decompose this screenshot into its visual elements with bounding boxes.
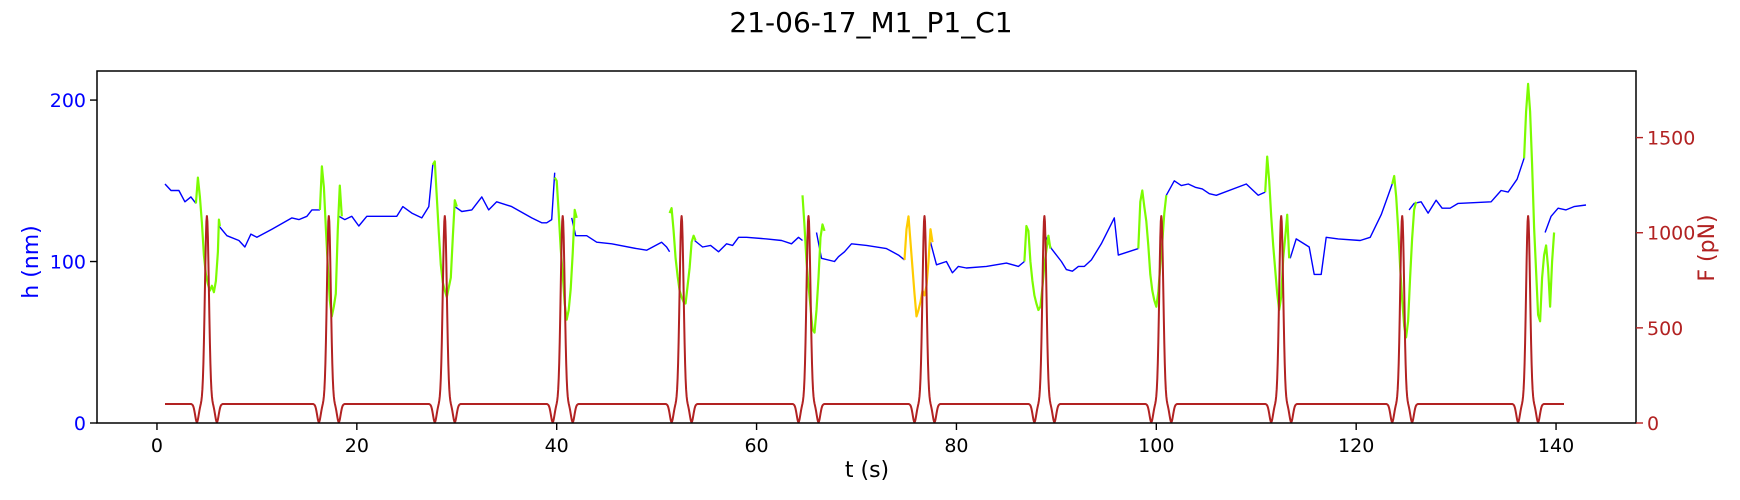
- height-baseline-segment-5: [571, 217, 671, 253]
- height-pulse-highlight-segment-1: [903, 215, 934, 318]
- height-baseline-segment-1: [164, 183, 197, 204]
- x-tick-label: 120: [1338, 435, 1374, 457]
- force-peak-point-2: [328, 215, 330, 217]
- y-axis-label-left: h (nm): [19, 225, 44, 298]
- height-baseline-segment-11: [1289, 183, 1393, 276]
- force-peak-point-10: [1280, 215, 1282, 217]
- height-pulse-segment-9: [1264, 155, 1291, 312]
- height-baseline-segment-8: [929, 242, 1025, 274]
- x-tick-label: 100: [1138, 435, 1174, 457]
- height-baseline-segment-10: [1165, 180, 1266, 197]
- x-axis: 0 20 40 60 80 100 120 140: [151, 423, 1574, 457]
- y-axis-left: 0 100 200: [50, 90, 97, 435]
- force-peak-point-3: [444, 215, 446, 217]
- x-tick-label: 80: [944, 435, 968, 457]
- y-left-tick-label: 100: [50, 252, 86, 274]
- y-right-tick-label: 1000: [1647, 223, 1695, 245]
- y-axis-right: 0 500 1000 1500: [1636, 128, 1695, 435]
- height-pulse-segment-3: [431, 160, 458, 299]
- force-peak-point-5: [681, 215, 683, 217]
- height-baseline-segment-4: [454, 172, 556, 224]
- force-series-line: [165, 215, 1564, 423]
- y-right-tick-label: 500: [1647, 318, 1683, 340]
- x-tick-label: 140: [1538, 435, 1574, 457]
- height-baseline-segment-13: [1544, 204, 1587, 233]
- chart-title: 21-06-17_M1_P1_C1: [729, 6, 1012, 39]
- force-peak-point-4: [562, 215, 564, 217]
- force-peak-point-7: [923, 215, 926, 217]
- force-peak-point-1: [206, 215, 208, 217]
- height-baseline-segment-12: [1408, 157, 1525, 214]
- force-peak-point-11: [1401, 215, 1403, 217]
- x-tick-label: 60: [744, 435, 768, 457]
- force-peak-point-6: [807, 215, 810, 217]
- plot-frame: [96, 70, 1637, 424]
- x-tick-label: 0: [151, 435, 163, 457]
- height-pulse-segment-5: [668, 207, 697, 305]
- force-peak-point-12: [1527, 215, 1529, 217]
- force-peak-point-9: [1160, 215, 1162, 217]
- height-baseline-segment-3: [338, 164, 434, 227]
- height-baseline-segment-9: [1043, 217, 1139, 272]
- height-baseline-segment-6: [694, 236, 803, 253]
- y-axis-label-right: F (pN): [1695, 214, 1720, 281]
- force-peak-point-8: [1043, 215, 1045, 217]
- x-axis-label: t (s): [845, 458, 889, 483]
- y-left-tick-label: 0: [74, 413, 86, 435]
- height-baseline-segment-2: [218, 209, 320, 248]
- height-pulse-segment-11: [1523, 82, 1556, 323]
- plot-series: [164, 82, 1587, 423]
- x-tick-label: 20: [345, 435, 369, 457]
- y-right-tick-label: 1500: [1647, 128, 1695, 150]
- y-left-tick-label: 200: [50, 90, 86, 112]
- y-right-tick-label: 0: [1647, 413, 1659, 435]
- x-tick-label: 40: [545, 435, 569, 457]
- height-baseline-segment-7: [815, 232, 905, 263]
